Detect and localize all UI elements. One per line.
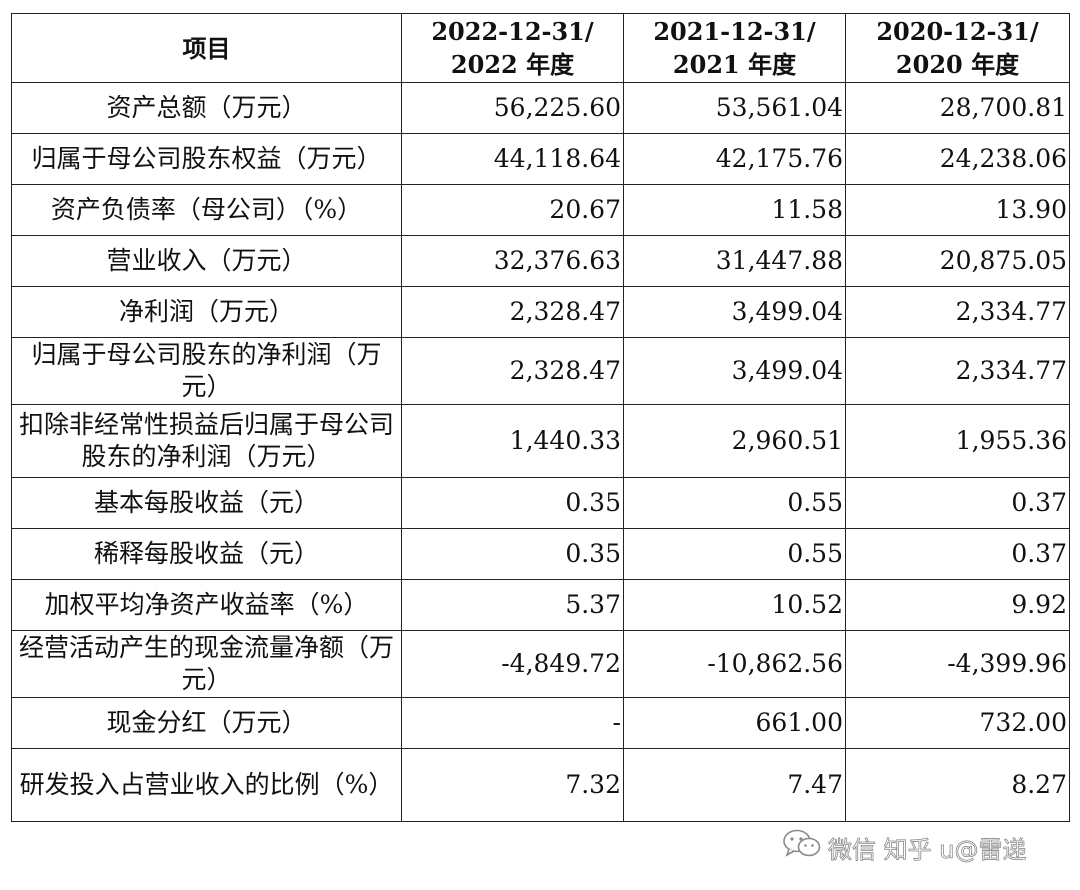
row-value: 7.32 (401, 748, 624, 822)
table-row: 经营活动产生的现金流量净额（万元） -4,849.72 -10,862.56 -… (11, 630, 1070, 698)
row-value: 13.90 (845, 184, 1070, 236)
row-value: 24,238.06 (845, 133, 1070, 185)
row-value: 3,499.04 (623, 286, 846, 338)
wechat-icon (782, 828, 822, 866)
table-row: 扣除非经常性损益后归属于母公司股东的净利润（万元） 1,440.33 2,960… (11, 404, 1070, 478)
row-value: - (401, 697, 624, 749)
row-value: 28,700.81 (845, 82, 1070, 134)
table-row: 稀释每股收益（元） 0.35 0.55 0.37 (11, 528, 1070, 580)
row-value: 661.00 (623, 697, 846, 749)
header-period-2022-date: 2022-12-31/ (431, 17, 594, 46)
header-period-2020-year: 2020 年度 (895, 50, 1020, 79)
header-period-2020-date: 2020-12-31/ (876, 17, 1039, 46)
row-value: 2,960.51 (623, 404, 846, 478)
watermark-text: 微信 知乎 u@雷递 (828, 835, 1027, 864)
row-label: 经营活动产生的现金流量净额（万元） (11, 630, 402, 698)
row-value: 20,875.05 (845, 235, 1070, 287)
row-value: 1,440.33 (401, 404, 624, 478)
row-value: 2,334.77 (845, 337, 1070, 405)
row-label: 营业收入（万元） (11, 235, 402, 287)
row-value: 0.37 (845, 528, 1070, 580)
row-value: -10,862.56 (623, 630, 846, 698)
row-value: 0.37 (845, 477, 1070, 529)
row-value: 20.67 (401, 184, 624, 236)
row-value: 2,328.47 (401, 337, 624, 405)
row-value: 5.37 (401, 579, 624, 631)
row-label: 现金分红（万元） (11, 697, 402, 749)
row-label: 稀释每股收益（元） (11, 528, 402, 580)
row-label: 净利润（万元） (11, 286, 402, 338)
row-value: 10.52 (623, 579, 846, 631)
table-header-row: 项目 2022-12-31/ 2022 年度 2021-12-31/ 2021 … (11, 13, 1070, 83)
row-value: 0.35 (401, 477, 624, 529)
header-period-2022: 2022-12-31/ 2022 年度 (401, 13, 624, 83)
row-label: 加权平均净资产收益率（%） (11, 579, 402, 631)
header-period-2021-date: 2021-12-31/ (653, 17, 816, 46)
table-row: 加权平均净资产收益率（%） 5.37 10.52 9.92 (11, 579, 1070, 631)
row-value: -4,849.72 (401, 630, 624, 698)
watermark: 微信 知乎 u@雷递 (782, 827, 1072, 867)
table-row: 资产总额（万元） 56,225.60 53,561.04 28,700.81 (11, 82, 1070, 134)
row-value: 11.58 (623, 184, 846, 236)
row-label: 扣除非经常性损益后归属于母公司股东的净利润（万元） (11, 404, 402, 478)
row-value: 2,328.47 (401, 286, 624, 338)
header-period-2022-year: 2022 年度 (450, 50, 575, 79)
row-value: 56,225.60 (401, 82, 624, 134)
header-period-2021: 2021-12-31/ 2021 年度 (623, 13, 846, 83)
header-item: 项目 (11, 13, 402, 83)
row-value: 8.27 (845, 748, 1070, 822)
table-row: 现金分红（万元） - 661.00 732.00 (11, 697, 1070, 749)
row-value: 32,376.63 (401, 235, 624, 287)
row-label: 基本每股收益（元） (11, 477, 402, 529)
row-value: 44,118.64 (401, 133, 624, 185)
row-value: 732.00 (845, 697, 1070, 749)
row-value: 0.35 (401, 528, 624, 580)
row-value: 0.55 (623, 528, 846, 580)
table-row: 营业收入（万元） 32,376.63 31,447.88 20,875.05 (11, 235, 1070, 287)
table-row: 净利润（万元） 2,328.47 3,499.04 2,334.77 (11, 286, 1070, 338)
table-row: 资产负债率（母公司）（%） 20.67 11.58 13.90 (11, 184, 1070, 236)
row-value: 3,499.04 (623, 337, 846, 405)
row-label: 归属于母公司股东的净利润（万元） (11, 337, 402, 405)
row-value: 2,334.77 (845, 286, 1070, 338)
row-value: 7.47 (623, 748, 846, 822)
row-value: -4,399.96 (845, 630, 1070, 698)
row-value: 0.55 (623, 477, 846, 529)
row-value: 31,447.88 (623, 235, 846, 287)
row-value: 9.92 (845, 579, 1070, 631)
header-period-2021-year: 2021 年度 (672, 50, 797, 79)
header-period-2020: 2020-12-31/ 2020 年度 (845, 13, 1070, 83)
row-label: 资产负债率（母公司）（%） (11, 184, 402, 236)
table-row: 归属于母公司股东的净利润（万元） 2,328.47 3,499.04 2,334… (11, 337, 1070, 405)
table-row: 研发投入占营业收入的比例（%） 7.32 7.47 8.27 (11, 748, 1070, 822)
financial-summary-table: 项目 2022-12-31/ 2022 年度 2021-12-31/ 2021 … (11, 13, 1070, 822)
row-label: 研发投入占营业收入的比例（%） (11, 748, 402, 822)
row-value: 53,561.04 (623, 82, 846, 134)
row-label: 资产总额（万元） (11, 82, 402, 134)
row-label: 归属于母公司股东权益（万元） (11, 133, 402, 185)
row-value: 1,955.36 (845, 404, 1070, 478)
table-row: 基本每股收益（元） 0.35 0.55 0.37 (11, 477, 1070, 529)
row-value: 42,175.76 (623, 133, 846, 185)
table-row: 归属于母公司股东权益（万元） 44,118.64 42,175.76 24,23… (11, 133, 1070, 185)
